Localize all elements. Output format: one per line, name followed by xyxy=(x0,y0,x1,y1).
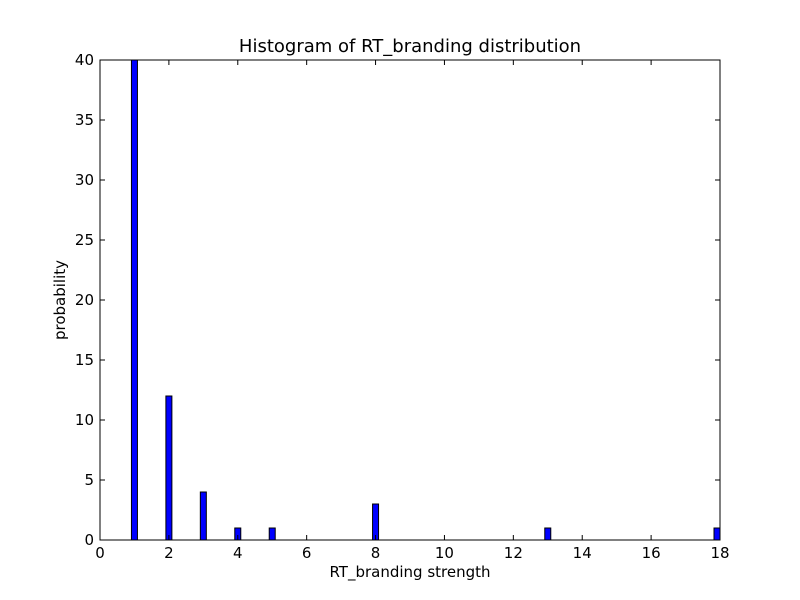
x-axis-label: RT_branding strength xyxy=(329,563,490,582)
histogram-bar xyxy=(165,395,173,541)
x-tick-label: 2 xyxy=(164,544,174,562)
y-tick-label: 30 xyxy=(75,171,94,189)
x-tick-label: 4 xyxy=(233,544,243,562)
plot-background xyxy=(100,60,720,540)
y-tick-label: 20 xyxy=(75,291,94,309)
y-tick-label: 5 xyxy=(84,471,94,489)
ticks-group: 0 2 4 6 8 10 12 14 16 18 0 5 10 15 20 25 30 35 40 xyxy=(75,51,730,562)
x-tick-label: 6 xyxy=(302,544,312,562)
y-tick-label: 35 xyxy=(75,111,94,129)
y-tick-label: 10 xyxy=(75,411,94,429)
histogram-bar xyxy=(268,527,276,541)
histogram-bar xyxy=(199,491,207,541)
y-tick-label: 15 xyxy=(75,351,94,369)
x-tick-label: 0 xyxy=(95,544,105,562)
y-tick-label: 25 xyxy=(75,231,94,249)
y-axis-label: probability xyxy=(51,260,69,340)
x-tick-label: 18 xyxy=(710,544,729,562)
histogram-bar xyxy=(130,59,138,541)
y-tick-label: 40 xyxy=(75,51,94,69)
chart-title: Histogram of RT_branding distribution xyxy=(239,36,581,57)
x-tick-label: 12 xyxy=(504,544,523,562)
histogram-bar xyxy=(372,503,380,541)
y-tick-label: 0 xyxy=(84,531,94,549)
x-tick-label: 14 xyxy=(573,544,592,562)
histogram-bar xyxy=(713,527,721,541)
histogram-bar xyxy=(544,527,552,541)
x-tick-label: 10 xyxy=(435,544,454,562)
x-tick-label: 8 xyxy=(371,544,381,562)
plot-frame xyxy=(99,59,721,541)
x-tick-label: 16 xyxy=(642,544,661,562)
